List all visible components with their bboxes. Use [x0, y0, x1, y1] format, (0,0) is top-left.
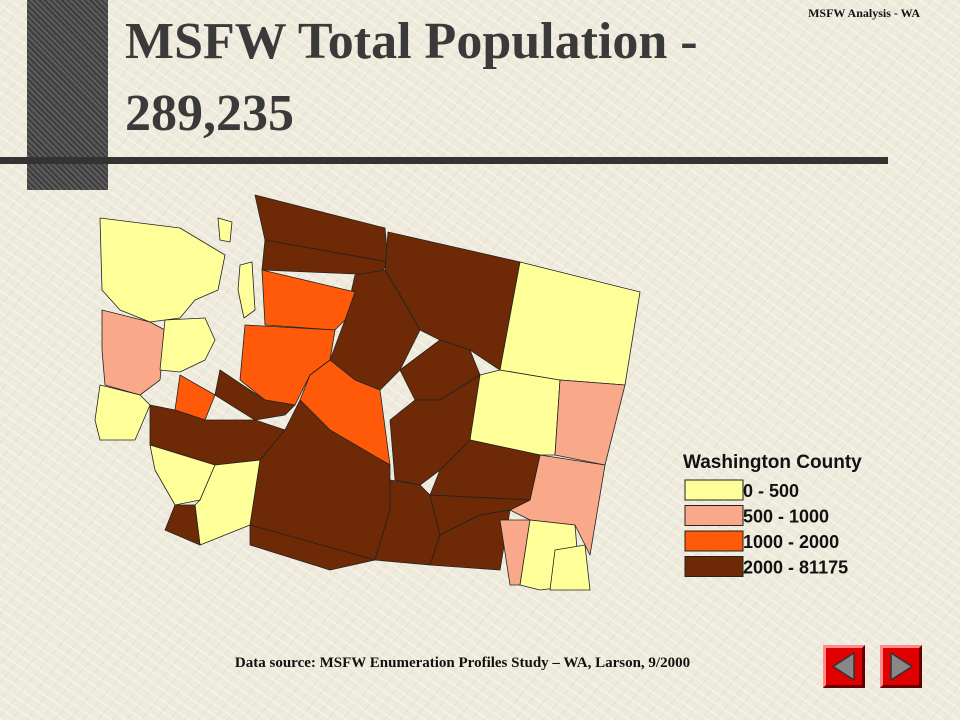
legend-swatch — [684, 505, 744, 526]
prev-icon — [831, 651, 855, 682]
divider — [0, 157, 888, 164]
next-icon — [890, 651, 914, 682]
county — [101, 309, 166, 396]
legend-swatch — [684, 479, 744, 501]
county — [469, 369, 561, 456]
legend-swatch — [684, 556, 744, 577]
legend: Washington County 0 - 500 500 - 1000 1000 … — [683, 452, 862, 578]
county — [554, 379, 626, 466]
prev-button[interactable] — [823, 645, 865, 688]
county — [237, 261, 256, 319]
county — [217, 217, 233, 243]
legend-label: 1000 - 2000 — [743, 532, 839, 552]
legend-title: Washington County — [683, 452, 862, 473]
next-button[interactable] — [880, 645, 922, 688]
legend-label: 0 - 500 — [743, 481, 799, 501]
county — [164, 504, 201, 546]
legend-swatch — [684, 530, 744, 552]
county — [99, 217, 226, 323]
county — [159, 317, 216, 373]
source-note: Data source: MSFW Enumeration Profiles S… — [234, 655, 691, 671]
county — [94, 384, 151, 441]
county — [239, 324, 336, 406]
legend-label: 500 - 1000 — [743, 507, 829, 527]
county — [149, 444, 216, 506]
header-tag: MSFW Analysis - WA — [808, 6, 920, 20]
county — [249, 524, 376, 571]
county — [549, 544, 591, 591]
legend-label: 2000 - 81175 — [743, 558, 848, 578]
county — [261, 269, 356, 331]
slide-title: MSFW Total Population - 289,235 — [125, 13, 698, 142]
county — [499, 261, 641, 386]
